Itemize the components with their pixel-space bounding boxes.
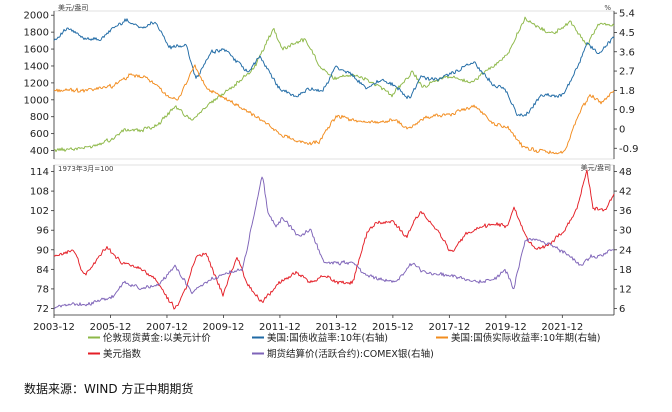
x-tick-label: 2017-12 xyxy=(428,322,470,333)
y-left-tick-label: 1200 xyxy=(24,78,49,89)
top-right-unit: % xyxy=(604,4,611,12)
y-left-tick-label: 84 xyxy=(36,265,49,276)
x-tick-label: 2003-12 xyxy=(33,322,75,333)
y-right-tick-label: 12 xyxy=(619,284,632,295)
bottom-series xyxy=(53,169,615,310)
legend-item-1: 美国:国债收益率:10年(右轴) xyxy=(267,332,388,344)
y-right-tick-label: 3.6 xyxy=(619,47,635,58)
source-note: 数据来源：WIND 方正中期期货 xyxy=(24,382,194,396)
y-right-tick-label: 18 xyxy=(619,265,632,276)
y-left-tick-label: 1600 xyxy=(24,45,49,56)
series-line-bottom-0 xyxy=(53,169,615,310)
bottom-right-ticks: 6 12 18 24 30 36 42 48 xyxy=(613,165,632,315)
legend-item-2: 美国:国债实际收益率:10年期(右轴) xyxy=(451,332,600,344)
top-panel: 美元/盎司 % 400 600 800 1000 1200 1400 1600 1800 200… xyxy=(24,3,639,160)
y-left-tick-label: 102 xyxy=(30,206,49,217)
y-left-tick-label: 114 xyxy=(30,167,49,178)
top-right-ticks: -0.9 0 0.9 1.8 2.7 3.6 4.5 5.4 xyxy=(613,9,639,159)
y-left-tick-label: 90 xyxy=(36,245,49,256)
bottom-plot-frame xyxy=(53,164,615,316)
y-right-tick-label: 48 xyxy=(619,167,632,178)
y-left-tick-label: 108 xyxy=(30,187,49,198)
x-tick-label: 2013-12 xyxy=(316,322,358,333)
bottom-left-unit: 1973年3月=100 xyxy=(58,164,114,173)
x-tick-label: 2015-12 xyxy=(372,322,414,333)
bottom-left-ticks: 72 78 84 90 96 102 108 114 xyxy=(30,165,55,315)
x-tick-label: 2009-12 xyxy=(203,322,245,333)
y-left-tick-label: 78 xyxy=(36,284,49,295)
y-left-tick-label: 400 xyxy=(30,146,49,157)
series-line-bottom-1 xyxy=(53,176,615,310)
y-right-tick-label: 36 xyxy=(619,206,632,217)
y-left-tick-label: 72 xyxy=(36,304,49,315)
y-right-tick-label: 30 xyxy=(619,226,632,237)
x-axis-ticks: 2003-12 2005-12 2007-12 2009-12 2011-12 2013-… xyxy=(33,314,614,333)
legend-item-4: 期货结算价(活跃合约):COMEX银(右轴) xyxy=(267,348,434,360)
x-tick-label: 2007-12 xyxy=(146,322,188,333)
y-right-tick-label: 6 xyxy=(619,304,625,315)
x-tick-label: 2021-12 xyxy=(541,322,583,333)
y-right-tick-label: 1.8 xyxy=(619,86,635,97)
top-left-ticks: 400 600 800 1000 1200 1400 1600 1800 2000 xyxy=(24,11,55,159)
y-right-tick-label: 5.4 xyxy=(619,9,635,20)
y-right-tick-label: 0.9 xyxy=(619,105,635,116)
series-line-top-0 xyxy=(53,16,615,153)
y-left-tick-label: 800 xyxy=(30,112,49,123)
x-tick-label: 2011-12 xyxy=(259,322,301,333)
top-plot-frame xyxy=(53,10,615,160)
series-line-top-1 xyxy=(53,18,615,117)
y-right-tick-label: 2.7 xyxy=(619,67,635,78)
legend: 伦敦现货黄金:以美元计价 美国:国债收益率:10年(右轴) 美国:国债实际收益率:1… xyxy=(88,332,600,360)
y-right-tick-label: -0.9 xyxy=(619,144,639,155)
y-left-tick-label: 1000 xyxy=(24,95,49,106)
y-left-tick-label: 1400 xyxy=(24,61,49,72)
bottom-panel: 1973年3月=100 美元/盎司 72 78 84 90 96 102 108 114 6 1… xyxy=(30,163,632,333)
top-series xyxy=(53,16,615,155)
top-left-unit: 美元/盎司 xyxy=(58,3,88,12)
y-left-tick-label: 96 xyxy=(36,226,49,237)
y-left-tick-label: 600 xyxy=(30,129,49,140)
y-right-tick-label: 0 xyxy=(619,124,625,135)
y-left-tick-label: 1800 xyxy=(24,28,49,39)
legend-item-0: 伦敦现货黄金:以美元计价 xyxy=(103,332,211,344)
y-right-tick-label: 4.5 xyxy=(619,28,635,39)
y-right-tick-label: 42 xyxy=(619,187,632,198)
x-tick-label: 2005-12 xyxy=(90,322,132,333)
series-line-top-2 xyxy=(53,64,615,155)
y-right-tick-label: 24 xyxy=(619,245,632,256)
y-left-tick-label: 2000 xyxy=(24,11,49,22)
legend-item-3: 美元指数 xyxy=(103,348,142,360)
bottom-right-unit: 美元/盎司 xyxy=(581,163,611,172)
x-tick-label: 2019-12 xyxy=(485,322,527,333)
